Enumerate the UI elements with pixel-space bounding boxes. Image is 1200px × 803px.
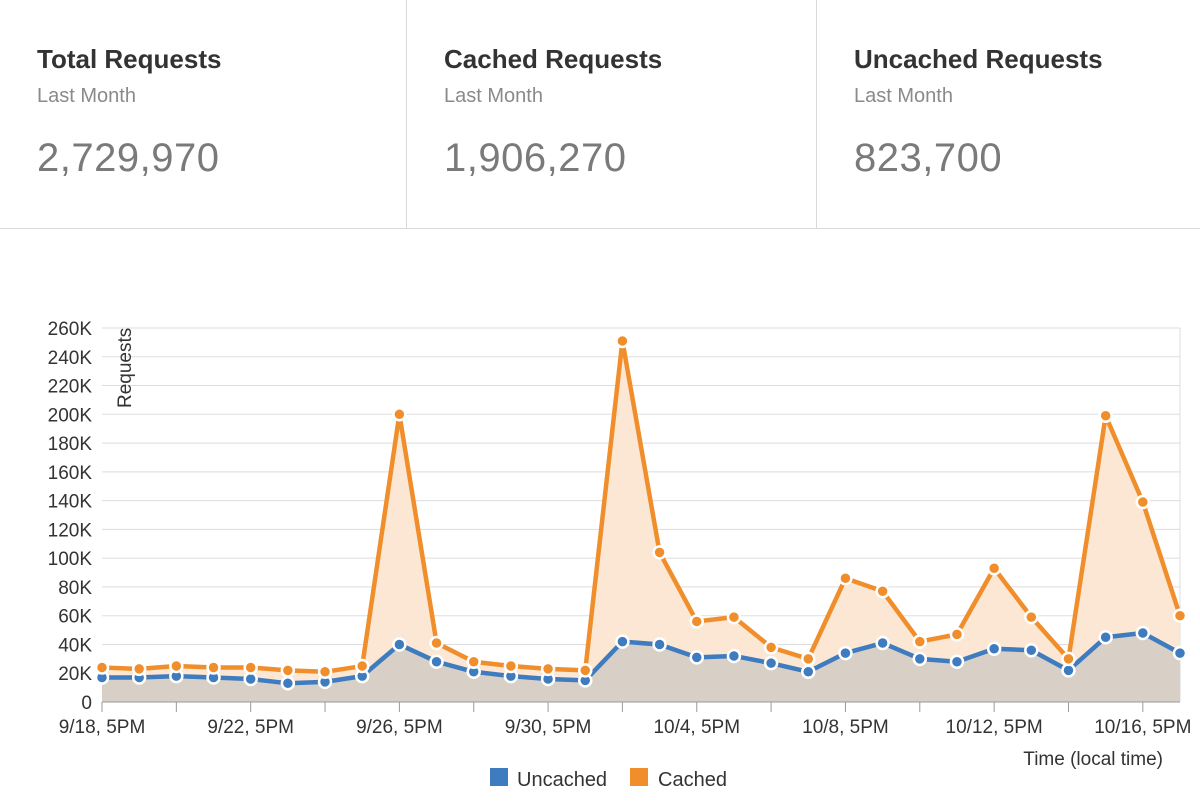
y-tick-label: 220K [48, 377, 93, 398]
y-tick-label: 0 [81, 693, 92, 714]
data-point-cached [763, 640, 779, 655]
data-point-cached [1098, 408, 1113, 423]
data-point-cached [838, 571, 853, 586]
data-point-cached [131, 661, 147, 677]
x-tick-label: 9/26, 5PM [356, 717, 443, 738]
data-point-uncached [763, 655, 779, 671]
data-point-cached [280, 663, 296, 678]
x-tick-label: 10/8, 5PM [802, 717, 889, 738]
stat-card-cached: Cached Requests Last Month 1,906,270 [407, 0, 817, 228]
data-point-cached [466, 654, 481, 669]
stats-row: Total Requests Last Month 2,729,970 Cach… [0, 0, 1200, 229]
stat-title: Total Requests [37, 44, 222, 74]
data-point-cached [1061, 651, 1076, 667]
data-point-uncached [1024, 642, 1039, 658]
series-areas [102, 340, 1180, 702]
data-point-uncached [838, 645, 853, 661]
legend-label-uncached[interactable]: Uncached [517, 769, 607, 791]
y-tick-label: 200K [48, 405, 93, 426]
data-point-uncached [1172, 645, 1188, 661]
data-point-uncached [243, 671, 258, 687]
x-tick-label: 10/12, 5PM [946, 717, 1043, 738]
data-point-cached [1024, 609, 1039, 625]
y-tick-label: 80K [58, 578, 92, 599]
stat-card-total: Total Requests Last Month 2,729,970 [0, 0, 407, 228]
data-point-uncached [392, 637, 407, 652]
data-point-cached [577, 663, 593, 678]
legend-swatch-cached[interactable] [630, 768, 648, 786]
data-point-cached [169, 658, 184, 674]
data-point-cached [317, 664, 333, 680]
legend: Uncached Cached [490, 768, 727, 791]
data-point-cached [912, 634, 928, 649]
y-tick-label: 260K [48, 319, 93, 340]
x-tick-label: 10/4, 5PM [653, 717, 740, 738]
data-point-cached [1172, 608, 1188, 623]
y-tick-label: 140K [48, 492, 93, 513]
legend-label-cached[interactable]: Cached [658, 769, 727, 791]
data-point-uncached [986, 641, 1002, 657]
y-axis: 0 20K 40K 60K 80K 100K 120K 140K 160K 180K 200K 220… [48, 319, 93, 714]
stat-subtitle: Last Month [444, 85, 543, 107]
y-axis-title: Requests [115, 328, 136, 408]
data-point-cached [875, 583, 890, 599]
data-point-uncached [280, 676, 296, 691]
data-point-cached [689, 614, 705, 629]
stat-title: Uncached Requests [854, 44, 1103, 74]
y-tick-label: 180K [48, 434, 93, 455]
data-point-cached [503, 658, 519, 674]
stat-value: 2,729,970 [37, 136, 220, 180]
data-point-cached [726, 609, 742, 625]
data-point-uncached [652, 637, 667, 652]
data-point-cached [615, 333, 630, 349]
area-cached [102, 340, 1180, 684]
y-tick-label: 100K [48, 549, 93, 570]
data-point-cached [986, 560, 1002, 576]
area-uncached [102, 632, 1180, 702]
data-point-uncached [689, 650, 705, 665]
data-point-uncached [1061, 663, 1076, 678]
stat-value: 823,700 [854, 136, 1003, 180]
data-point-cached [540, 661, 556, 677]
x-tick-label: 10/16, 5PM [1094, 717, 1191, 738]
data-point-uncached [615, 634, 630, 649]
stat-value: 1,906,270 [444, 136, 627, 180]
x-tick-label: 9/18, 5PM [59, 717, 146, 738]
data-point-uncached [912, 651, 928, 667]
data-point-cached [801, 651, 816, 667]
stat-card-uncached: Uncached Requests Last Month 823,700 [817, 0, 1200, 228]
data-point-cached [652, 545, 667, 560]
stat-subtitle: Last Month [37, 85, 136, 107]
data-point-uncached [1098, 630, 1113, 645]
legend-swatch-uncached[interactable] [490, 768, 508, 786]
x-axis-title: Time (local time) [1023, 749, 1163, 770]
x-axis: 9/18, 5PM 9/22, 5PM 9/26, 5PM 9/30, 5PM 10/4… [59, 701, 1191, 738]
data-point-cached [243, 660, 258, 675]
stat-title: Cached Requests [444, 44, 663, 74]
data-point-uncached [1135, 625, 1151, 641]
data-point-cached [354, 658, 370, 674]
y-tick-label: 240K [48, 348, 93, 369]
requests-chart: 0 20K 40K 60K 80K 100K 120K 140K 160K 180K 200K 220… [48, 319, 1192, 791]
y-tick-label: 60K [58, 607, 92, 628]
data-point-uncached [726, 648, 742, 664]
data-point-cached [392, 407, 407, 422]
y-tick-label: 120K [48, 520, 93, 541]
stat-subtitle: Last Month [854, 85, 953, 107]
x-tick-label: 9/22, 5PM [207, 717, 294, 738]
data-point-cached [206, 660, 221, 675]
data-point-cached [949, 627, 965, 642]
data-point-uncached [949, 654, 965, 669]
data-point-uncached [875, 635, 890, 651]
data-point-uncached [801, 664, 816, 680]
series-points [94, 333, 1188, 691]
y-tick-label: 40K [58, 635, 92, 656]
x-tick-label: 9/30, 5PM [505, 717, 592, 738]
data-point-uncached [429, 654, 444, 669]
data-point-cached [429, 635, 444, 651]
y-tick-label: 160K [48, 463, 93, 484]
data-point-cached [94, 660, 110, 675]
data-point-cached [1135, 494, 1151, 510]
y-tick-label: 20K [58, 664, 92, 685]
